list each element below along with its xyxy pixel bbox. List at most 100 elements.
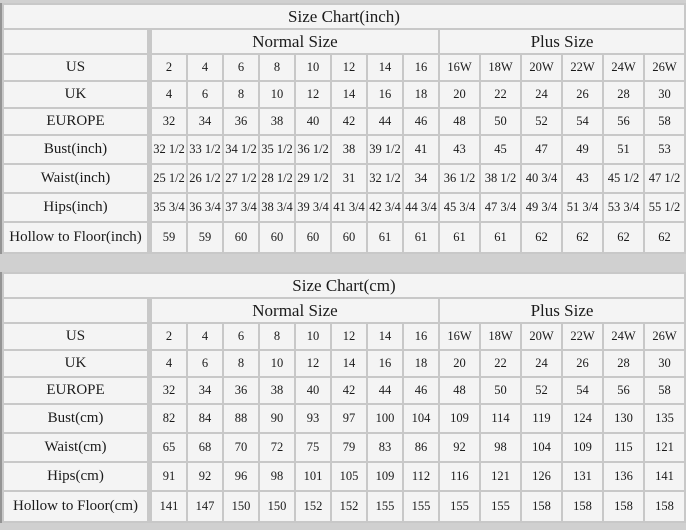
- size-cell: 45 1/2: [604, 165, 643, 192]
- group-header-plus: Plus Size: [440, 30, 684, 53]
- size-cell: 10: [260, 351, 294, 376]
- group-header-normal: Normal Size: [152, 299, 438, 322]
- size-cell: 70: [224, 434, 258, 461]
- size-chart-cm-body: Size Chart(cm) Normal Size Plus Size US 2…: [4, 274, 684, 521]
- size-cell: 56: [604, 378, 643, 403]
- size-cell: 92: [188, 463, 222, 490]
- size-cell: 104: [522, 434, 561, 461]
- size-cell: 96: [224, 463, 258, 490]
- size-cell: 114: [481, 405, 520, 432]
- size-cell: 44: [368, 109, 402, 134]
- size-cell: 25 1/2: [152, 165, 186, 192]
- table-row: Waist(cm) 65 68 70 72 75 79 83 86 92 98 104 109 115 12…: [4, 434, 684, 461]
- size-cell: 31: [332, 165, 366, 192]
- size-cell: 44: [368, 378, 402, 403]
- size-cell: 22: [481, 82, 520, 107]
- size-cell: 6: [224, 324, 258, 349]
- size-cell: 72: [260, 434, 294, 461]
- table-row: Hollow to Floor(inch) 59 59 60 60 60 60 61 61 61 6…: [4, 223, 684, 252]
- size-cell: 14: [332, 82, 366, 107]
- size-chart-table-cm: Size Chart(cm) Normal Size Plus Size US 2…: [0, 272, 686, 523]
- size-cell: 47 1/2: [645, 165, 684, 192]
- size-cell: 150: [260, 492, 294, 521]
- row-label: US: [4, 55, 150, 80]
- size-cell: 60: [296, 223, 330, 252]
- row-label: Hollow to Floor(inch): [4, 223, 150, 252]
- group-header-row: Normal Size Plus Size: [4, 299, 684, 322]
- size-cell: 100: [368, 405, 402, 432]
- size-cell: 119: [522, 405, 561, 432]
- size-cell: 158: [563, 492, 602, 521]
- size-cell: 2: [152, 55, 186, 80]
- size-cell: 32 1/2: [152, 136, 186, 163]
- row-label: Waist(cm): [4, 434, 150, 461]
- size-cell: 60: [224, 223, 258, 252]
- size-cell: 26W: [645, 55, 684, 80]
- size-cell: 158: [604, 492, 643, 521]
- size-cell: 109: [440, 405, 479, 432]
- size-cell: 121: [481, 463, 520, 490]
- size-cell: 28: [604, 351, 643, 376]
- size-cell: 40 3/4: [522, 165, 561, 192]
- size-cell: 35 3/4: [152, 194, 186, 221]
- size-cell: 82: [152, 405, 186, 432]
- size-cell: 32 1/2: [368, 165, 402, 192]
- size-cell: 83: [368, 434, 402, 461]
- size-cell: 30: [645, 82, 684, 107]
- size-cell: 52: [522, 109, 561, 134]
- size-cell: 126: [522, 463, 561, 490]
- size-cell: 45 3/4: [440, 194, 479, 221]
- size-cell: 16: [368, 351, 402, 376]
- size-cell: 54: [563, 109, 602, 134]
- size-cell: 22W: [563, 55, 602, 80]
- size-cell: 61: [440, 223, 479, 252]
- size-cell: 135: [645, 405, 684, 432]
- size-cell: 109: [368, 463, 402, 490]
- size-cell: 131: [563, 463, 602, 490]
- size-cell: 152: [296, 492, 330, 521]
- size-cell: 147: [188, 492, 222, 521]
- size-cell: 141: [152, 492, 186, 521]
- row-label: Bust(inch): [4, 136, 150, 163]
- size-cell: 24W: [604, 324, 643, 349]
- size-cell: 109: [563, 434, 602, 461]
- table-row: Hollow to Floor(cm) 141 147 150 150 152 152 155…: [4, 492, 684, 521]
- size-cell: 16: [368, 82, 402, 107]
- table-row: Bust(inch) 32 1/2 33 1/2 34 1/2 35 1/2 36 1/2…: [4, 136, 684, 163]
- size-cell: 36 1/2: [440, 165, 479, 192]
- size-cell: 24W: [604, 55, 643, 80]
- size-cell: 121: [645, 434, 684, 461]
- size-cell: 39 3/4: [296, 194, 330, 221]
- size-cell: 10: [260, 82, 294, 107]
- size-cell: 16W: [440, 324, 479, 349]
- row-label: EUROPE: [4, 378, 150, 403]
- size-cell: 8: [260, 324, 294, 349]
- size-cell: 41: [404, 136, 438, 163]
- size-chart-inch-body: Size Chart(inch) Normal Size Plus Size U…: [4, 5, 684, 252]
- size-cell: 38: [332, 136, 366, 163]
- size-cell: 18: [404, 351, 438, 376]
- table-title: Size Chart(inch): [4, 5, 684, 28]
- size-cell: 104: [404, 405, 438, 432]
- size-cell: 115: [604, 434, 643, 461]
- size-cell: 24: [522, 82, 561, 107]
- size-cell: 35 1/2: [260, 136, 294, 163]
- size-cell: 93: [296, 405, 330, 432]
- size-cell: 50: [481, 109, 520, 134]
- size-cell: 75: [296, 434, 330, 461]
- size-cell: 79: [332, 434, 366, 461]
- size-cell: 158: [645, 492, 684, 521]
- size-cell: 6: [224, 55, 258, 80]
- size-cell: 26 1/2: [188, 165, 222, 192]
- row-label: Waist(inch): [4, 165, 150, 192]
- size-cell: 48: [440, 378, 479, 403]
- size-cell: 41 3/4: [332, 194, 366, 221]
- size-cell: 155: [440, 492, 479, 521]
- size-cell: 8: [224, 82, 258, 107]
- size-cell: 18W: [481, 55, 520, 80]
- size-cell: 155: [368, 492, 402, 521]
- size-cell: 33 1/2: [188, 136, 222, 163]
- size-cell: 27 1/2: [224, 165, 258, 192]
- size-cell: 24: [522, 351, 561, 376]
- row-label: UK: [4, 82, 150, 107]
